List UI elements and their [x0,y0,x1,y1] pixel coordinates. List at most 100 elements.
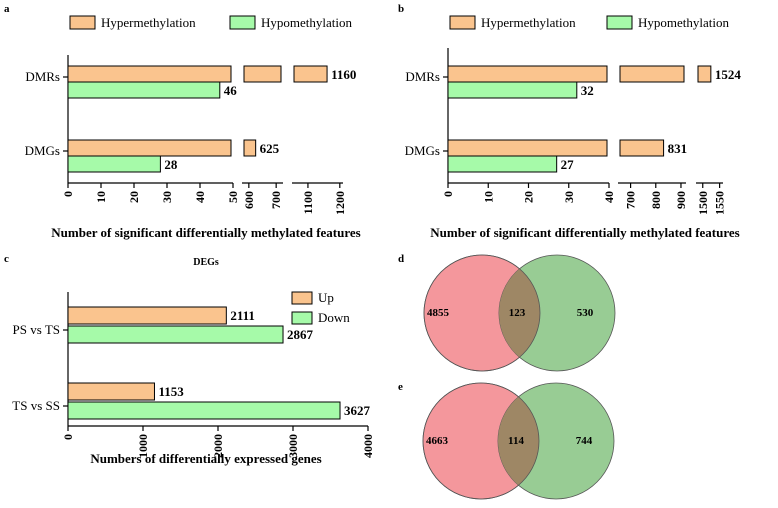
x-axis-title-a: Number of significant differentially met… [51,225,360,240]
legend-label-hypomethylation: Hypomethylation [261,15,352,30]
category-label-a-dmrs: DMRs [25,69,60,84]
bar-piece [619,65,685,83]
bar-piece [67,65,232,83]
x-tick-label-a: 1200 [333,191,347,215]
x-tick-label-a: 40 [193,191,207,203]
x-tick-label-b: 1500 [696,191,710,215]
legend-item-hypomethylation: Hypomethylation [606,15,729,30]
x-tick-label-c: 0 [61,434,75,440]
x-tick-label-a: 700 [269,191,283,209]
legend-label-hypermethylation: Hypermethylation [481,15,576,30]
bar-b-hypermethylation-dmrs [447,65,712,83]
bar-a-hypomethylation-dmrs [67,81,221,99]
bar-piece [67,81,221,99]
value-label-b: 32 [581,83,594,98]
bar-piece [447,139,608,157]
value-label-c: 3627 [344,403,371,418]
legend-item-down: Down [291,310,350,325]
bar-piece [293,65,328,83]
value-label-c: 2111 [230,308,255,323]
x-tick-label-b: 700 [624,191,638,209]
panel-letter-b: b [398,3,404,15]
x-tick-label-b: 0 [441,191,455,197]
x-tick-label-c: 4000 [361,434,375,458]
x-tick-label-b: 40 [602,191,616,203]
bar-c-down-0 [67,325,284,344]
bar-piece [67,155,161,173]
x-tick-label-b: 20 [522,191,536,203]
venn-intersection-count-d: 123 [509,307,526,319]
x-tick-label-b: 1550 [713,191,727,215]
bar-c-up-1 [67,382,155,401]
value-label-a: 28 [164,157,178,172]
bar-a-hypomethylation-dmgs [67,155,161,173]
legend-label-hypomethylation: Hypomethylation [638,15,729,30]
x-tick-label-c: 2000 [211,434,225,458]
legend-swatch-up [291,291,313,305]
x-axis-title-b: Number of significant differentially met… [430,225,739,240]
legend-label-hypermethylation: Hypermethylation [101,15,196,30]
venn-right-count-e: 744 [576,435,593,447]
bar-piece [447,65,608,83]
bar-piece [697,65,712,83]
bar-piece [447,81,578,99]
venn-right-count-d: 530 [577,307,594,319]
bar-piece [619,139,665,157]
x-tick-label-a: 1100 [301,191,315,214]
value-label-a: 625 [260,141,280,156]
legend-item-hypermethylation: Hypermethylation [449,15,576,30]
x-tick-label-a: 30 [160,191,174,203]
legend-item-up: Up [291,290,334,305]
venn-left-count-d: 4855 [427,307,450,319]
bar-piece [67,139,232,157]
venn-intersection-count-e: 114 [508,435,524,447]
value-label-b: 27 [561,157,575,172]
x-tick-label-a: 20 [127,191,141,203]
category-label-b-dmrs: DMRs [405,69,440,84]
panel-letter-e: e [398,381,403,393]
bar-piece [447,155,558,173]
value-label-c: 1153 [158,384,184,399]
venn-overlap-d [499,255,540,371]
bar-a-hypermethylation-dmrs [67,65,328,83]
legend-item-hypermethylation: Hypermethylation [69,15,196,30]
category-label-c: TS vs SS [12,398,60,413]
panel-letter-d: d [398,253,404,265]
bar-c-down-1 [67,401,341,420]
bar-piece [243,139,257,157]
legend-label-up: Up [318,290,334,305]
legend-swatch-hypomethylation [229,15,256,30]
venn-left-outline-e [422,382,540,500]
bar-b-hypomethylation-dmgs [447,155,558,173]
category-label-b-dmgs: DMGs [405,143,440,158]
x-tick-label-a: 600 [242,191,256,209]
legend-swatch-hypermethylation [69,15,96,30]
category-label-c: PS vs TS [13,322,60,337]
legend-swatch-hypermethylation [449,15,476,30]
venn-left-outline-d [423,254,541,372]
chart-title-c: DEGs [193,257,219,268]
x-tick-label-b: 900 [674,191,688,209]
x-tick-label-b: 30 [562,191,576,203]
legend-swatch-hypomethylation [606,15,633,30]
value-label-b: 1524 [715,67,742,82]
venn-overlap-e [498,383,539,499]
legend-item-hypomethylation: Hypomethylation [229,15,352,30]
category-label-a-dmgs: DMGs [25,143,60,158]
bar-piece [243,65,282,83]
value-label-c: 2867 [287,327,314,342]
venn-left-count-e: 4663 [426,435,449,447]
value-label-a: 1160 [331,67,356,82]
x-tick-label-a: 50 [226,191,240,203]
legend-label-down: Down [318,310,350,325]
bar-b-hypermethylation-dmgs [447,139,665,157]
x-tick-label-c: 1000 [136,434,150,458]
x-tick-label-b: 800 [649,191,663,209]
panel-letter-c: c [4,253,9,265]
value-label-a: 46 [224,83,238,98]
bar-c-up-0 [67,306,227,325]
value-label-b: 831 [668,141,688,156]
legend-swatch-down [291,311,313,325]
x-axis-title-c: Numbers of differentially expressed gene… [90,451,321,466]
